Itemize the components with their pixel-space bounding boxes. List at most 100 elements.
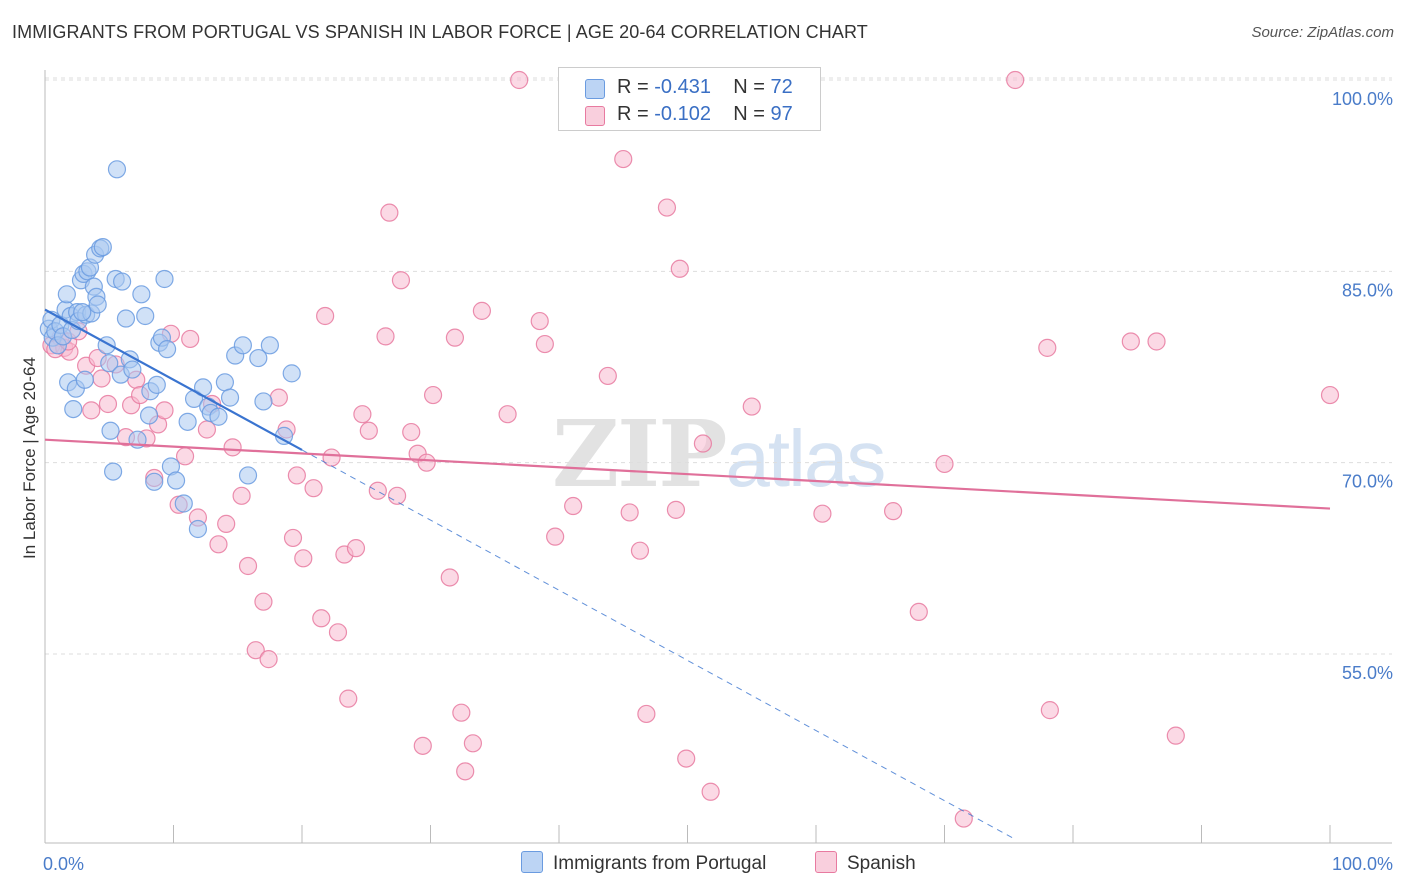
point-spanish (402, 422, 421, 442)
point-portugal (136, 306, 155, 326)
point-spanish (530, 311, 549, 331)
point-spanish (1006, 70, 1025, 90)
legend-n-label: N = (733, 103, 771, 125)
watermark-zip: ZIP (552, 400, 727, 508)
point-spanish (155, 401, 174, 420)
point-spanish (935, 454, 954, 474)
point-spanish (294, 549, 313, 568)
point-spanish (238, 556, 258, 576)
point-portugal (75, 370, 94, 389)
point-spanish (701, 782, 720, 801)
watermark-atlas: atlas (725, 414, 886, 503)
point-portugal (157, 340, 177, 359)
point-spanish (1040, 701, 1059, 720)
point-spanish (472, 301, 491, 320)
point-portugal (116, 309, 136, 328)
point-spanish (452, 703, 471, 722)
point-portugal (100, 354, 119, 373)
legend-row-portugal: R = -0.431 N = 72 (559, 74, 820, 100)
legend-n-value: 97 (770, 103, 793, 125)
point-spanish (954, 809, 973, 828)
point-spanish (670, 259, 689, 278)
point-portugal (93, 237, 112, 257)
point-spanish (387, 486, 407, 505)
point-portugal (166, 471, 186, 490)
point-spanish (657, 198, 677, 217)
point-spanish (209, 535, 228, 554)
point-portugal (57, 285, 76, 304)
point-spanish (269, 388, 288, 407)
legend-r-label: R = (617, 76, 655, 98)
point-spanish (359, 421, 378, 440)
point-spanish (232, 486, 251, 505)
point-spanish (92, 369, 111, 388)
legend-r-value: -0.431 (654, 76, 711, 98)
point-spanish (1121, 332, 1140, 351)
point-portugal (233, 336, 252, 355)
point-portugal (88, 295, 107, 314)
point-spanish (620, 503, 639, 522)
point-portugal (73, 303, 92, 322)
point-spanish (564, 496, 583, 516)
y-tick-label: 100.0% (1332, 89, 1393, 109)
bottom-legend-label-portugal: Immigrants from Portugal (553, 853, 767, 874)
point-portugal (174, 494, 193, 513)
point-spanish (1320, 385, 1340, 405)
point-spanish (328, 623, 348, 642)
y-tick-label: 55.0% (1342, 663, 1393, 683)
point-spanish (417, 453, 436, 472)
point-spanish (339, 689, 358, 708)
point-portugal (155, 269, 174, 289)
stats-legend: R = -0.431 N = 72 R = -0.102 N = 97 (558, 67, 821, 131)
point-spanish (312, 609, 331, 628)
legend-n-value: 72 (770, 76, 793, 98)
point-portugal (209, 407, 228, 426)
point-spanish (535, 334, 554, 354)
point-spanish (456, 762, 475, 781)
y-axis-title: In Labor Force | Age 20-64 (20, 357, 39, 559)
x-tick-label-max: 100.0% (1332, 854, 1393, 874)
point-portugal (238, 466, 258, 485)
point-spanish (1038, 338, 1057, 357)
point-portugal (112, 272, 132, 291)
point-portugal (145, 472, 164, 491)
point-spanish (287, 466, 306, 485)
point-portugal (132, 285, 151, 304)
bottom-legend-label-spanish: Spanish (847, 853, 916, 874)
point-portugal (249, 348, 268, 368)
point-spanish (380, 203, 399, 222)
point-spanish (217, 514, 236, 533)
bottom-legend-spanish: Spanish (815, 851, 916, 875)
point-portugal (104, 462, 123, 481)
legend-text-portugal: R = -0.431 N = 72 (617, 76, 793, 99)
point-spanish (413, 736, 432, 755)
point-portugal (123, 360, 142, 379)
trend-line-spanish (44, 438, 1331, 510)
point-spanish (666, 500, 686, 519)
point-spanish (614, 149, 633, 169)
point-spanish (1166, 726, 1185, 745)
point-spanish (445, 328, 465, 347)
point-spanish (391, 271, 411, 290)
point-spanish (883, 502, 903, 521)
point-spanish (175, 447, 195, 466)
point-portugal (282, 364, 301, 383)
point-portugal (178, 412, 197, 431)
legend-r-label: R = (617, 103, 655, 125)
point-portugal (147, 375, 166, 394)
point-spanish (630, 541, 650, 560)
legend-n-label: N = (733, 76, 771, 98)
point-spanish (223, 438, 242, 457)
point-spanish (498, 405, 517, 424)
point-portugal (260, 336, 279, 355)
bottom-legend-portugal: Immigrants from Portugal (521, 851, 766, 875)
point-spanish (598, 366, 617, 386)
point-spanish (1147, 332, 1166, 351)
point-spanish (546, 527, 565, 546)
watermark: ZIPatlas (552, 400, 886, 508)
legend-r-value: -0.102 (654, 103, 711, 125)
point-spanish (246, 641, 265, 660)
point-portugal (139, 406, 159, 425)
x-tick-label-min: 0.0% (43, 854, 84, 874)
